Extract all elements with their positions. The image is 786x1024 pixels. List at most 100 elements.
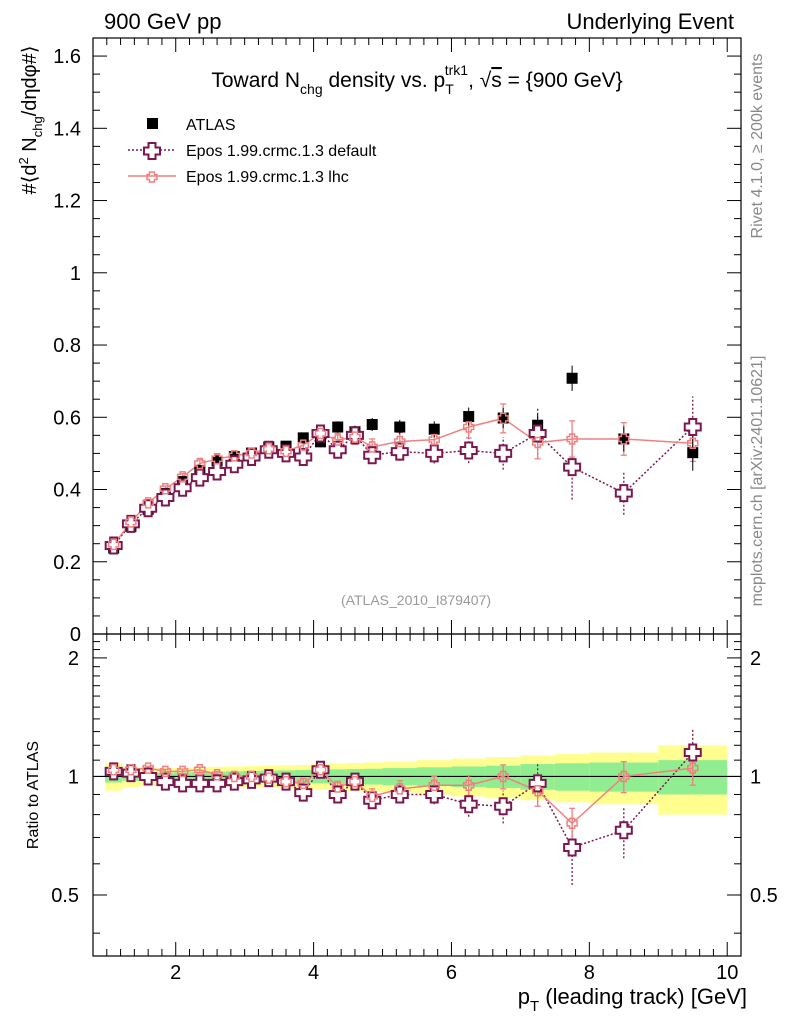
atlas-point xyxy=(394,421,406,433)
legend-label-default: Epos 1.99.crmc.1.3 default xyxy=(186,143,377,160)
ratio-lhc-point xyxy=(245,770,258,783)
legend-marker-lhc xyxy=(146,171,158,183)
ratio-ytick-label-right: 2 xyxy=(750,648,761,670)
default-point xyxy=(242,448,261,467)
default-point xyxy=(683,418,702,437)
ratio-lhc-point xyxy=(142,762,154,774)
lhc-point xyxy=(462,421,475,433)
header-right: Underlying Event xyxy=(566,9,734,34)
lhc-point xyxy=(314,427,327,440)
lhc-point xyxy=(618,433,630,445)
ratio-default-point xyxy=(494,797,513,816)
ratio-lhc-point xyxy=(125,763,137,776)
atlas-point xyxy=(687,447,699,459)
ratio-ytick-label: 1 xyxy=(68,766,79,788)
ratio-xtick-label: 4 xyxy=(308,962,319,984)
main-ytick-label: 1.4 xyxy=(53,118,81,140)
lhc-point xyxy=(566,433,578,445)
default-point xyxy=(173,478,192,497)
ratio-default-point xyxy=(563,838,582,857)
main-ytick-label: 1.2 xyxy=(53,191,81,213)
title-sub-a: chg xyxy=(300,81,323,97)
lhc-point xyxy=(366,441,378,453)
ratio-default-point xyxy=(345,772,364,791)
ratio-default-point xyxy=(156,772,175,791)
ratio-ytick-label: 2 xyxy=(68,648,79,670)
atlas-point xyxy=(566,372,578,384)
ratio-lhc-point xyxy=(228,770,241,783)
title-sup-b: trk1 xyxy=(445,62,469,78)
title-part-a: Toward N xyxy=(211,69,300,92)
ratio-lhc-point xyxy=(176,765,189,778)
ratio-lhc-point xyxy=(314,763,327,776)
lhc-point xyxy=(107,538,120,551)
default-point xyxy=(294,448,313,467)
atlas-point xyxy=(428,423,440,435)
ratio-panel: 0.5 0.5 1 1 2 2 2 4 6 8 10 Ratio to ATLAS pT (lead… xyxy=(25,633,778,1015)
ratio-lhc-point xyxy=(280,775,292,788)
xlabel-part-b: (leading track) [GeV] xyxy=(539,984,747,1009)
ratio-default-point xyxy=(121,764,140,783)
ratio-lhc-point xyxy=(159,765,172,778)
title-part-d: = {900 GeV} xyxy=(502,69,623,92)
default-point xyxy=(121,514,140,533)
xlabel-sub: T xyxy=(530,998,539,1015)
lhc-point xyxy=(349,431,361,443)
main-ytick-label: 1 xyxy=(70,263,81,285)
title-sub-b: T xyxy=(445,81,454,97)
lhc-point xyxy=(297,439,310,451)
legend-label-lhc: Epos 1.99.crmc.1.3 lhc xyxy=(186,169,349,186)
ratio-ytick-label: 0.5 xyxy=(51,885,79,907)
lhc-point xyxy=(142,497,154,509)
main-ylabel: #⟨d2 Nchg/dηdφ#⟩ xyxy=(16,45,45,194)
lhc-point xyxy=(125,516,137,528)
lhc-point xyxy=(331,434,344,446)
ratio-xtick-label: 6 xyxy=(446,962,457,984)
ratio-default-point xyxy=(294,783,313,802)
ratio-lhc-point xyxy=(349,775,361,788)
ratio-default-point xyxy=(683,743,702,762)
default-point xyxy=(208,462,227,481)
ratio-default-point xyxy=(259,769,278,788)
ratio-lhc-point xyxy=(366,790,378,803)
ratio-lhc-point xyxy=(618,770,630,783)
ratio-ticks: 0.5 0.5 1 1 2 2 2 4 6 8 10 xyxy=(51,634,778,984)
default-point xyxy=(156,488,175,507)
default-point xyxy=(345,426,364,445)
ratio-marks xyxy=(104,728,702,886)
ylabel-part-a: #⟨d xyxy=(19,164,41,194)
ratio-default-point xyxy=(614,821,633,840)
default-point xyxy=(190,468,209,487)
ratio-frame xyxy=(92,633,742,957)
default-point xyxy=(614,484,633,503)
ratio-default-point xyxy=(190,774,209,793)
ratio-default-point xyxy=(277,772,296,791)
ratio-lhc-point xyxy=(107,763,120,776)
default-point xyxy=(363,446,382,465)
default-point xyxy=(425,444,444,463)
lhc-point xyxy=(194,457,206,470)
lhc-point xyxy=(280,445,292,457)
ratio-lhc-point xyxy=(263,772,275,784)
legend: ATLAS Epos 1.99.crmc.1.3 default Epos 1.… xyxy=(128,117,377,186)
main-panel: 00.20.40.60.811.21.41.6 Toward Nchg dens… xyxy=(16,37,742,646)
main-ytick-label: 0.2 xyxy=(53,552,81,574)
lhc-point xyxy=(245,447,258,459)
ratio-default-point xyxy=(242,770,261,789)
lhc-point xyxy=(176,471,189,483)
atlas-point xyxy=(366,418,378,430)
main-marks xyxy=(104,365,702,555)
main-ytick-label: 0.6 xyxy=(53,407,81,429)
ratio-lhc-point xyxy=(462,779,475,791)
lhc-point xyxy=(228,450,241,462)
lhc-point xyxy=(211,453,223,465)
ratio-default-point xyxy=(425,785,444,804)
atlas-point xyxy=(297,432,309,444)
ratio-lhc-point xyxy=(428,779,440,791)
default-point xyxy=(277,444,296,463)
rivet-label: Rivet 4.1.0, ≥ 200k events xyxy=(749,54,766,239)
lhc-point xyxy=(497,412,509,425)
ratio-lhc-point xyxy=(194,763,206,776)
legend-marker-atlas xyxy=(147,118,158,129)
